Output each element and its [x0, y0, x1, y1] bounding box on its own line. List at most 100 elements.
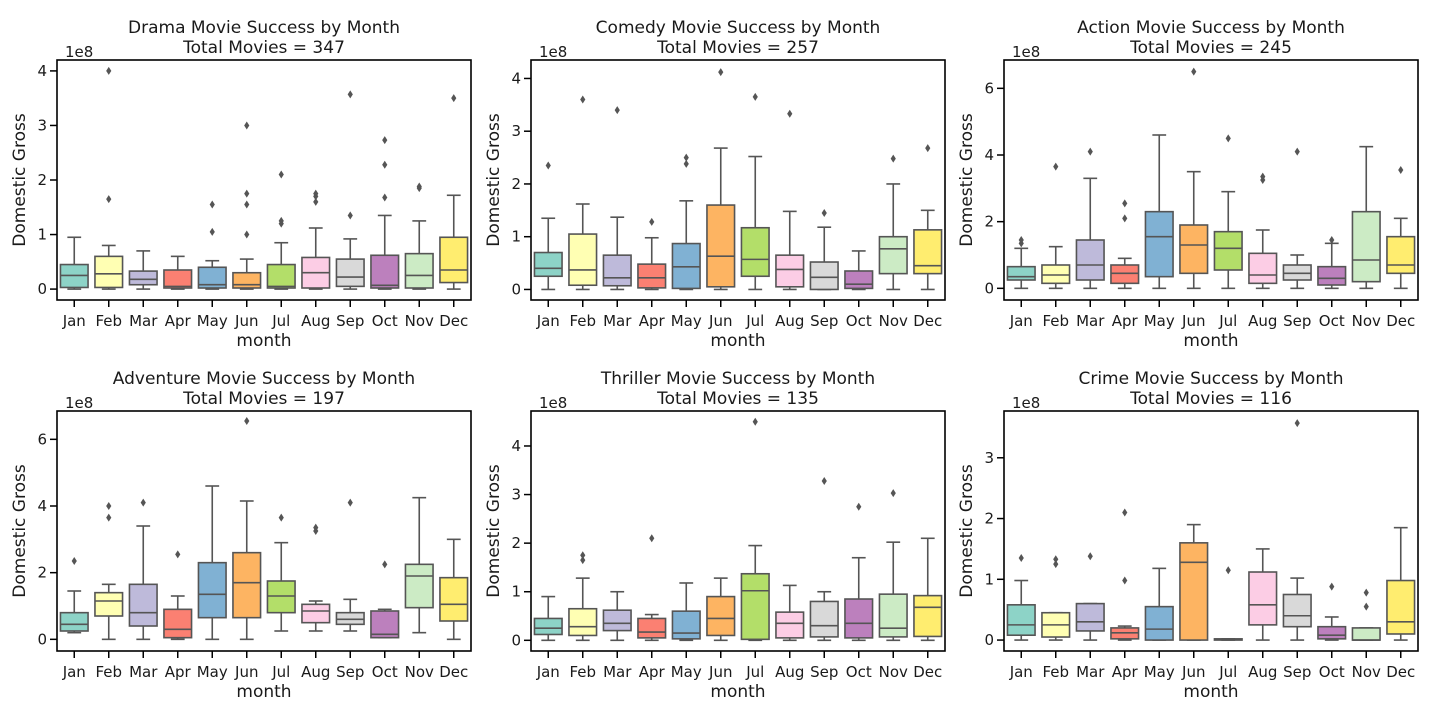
outlier-point	[347, 211, 353, 220]
box-body	[637, 617, 667, 639]
box-body	[1317, 625, 1347, 640]
y-axis-label: Domestic Gross	[484, 464, 504, 598]
box-feb	[568, 95, 598, 291]
x-tick-label: Sep	[810, 663, 838, 681]
box-body	[809, 600, 839, 638]
chart-title: Crime Movie Success by Month	[1078, 369, 1343, 389]
outlier-point	[382, 193, 388, 202]
x-tick-label: Apr	[1112, 312, 1139, 330]
box-apr	[163, 255, 193, 290]
y-offset-label: 1e8	[65, 43, 93, 61]
box-body	[59, 611, 89, 632]
x-tick-label: Mar	[1076, 663, 1105, 681]
box-body	[1386, 235, 1416, 275]
y-tick-label: 2	[984, 510, 994, 528]
x-axis-label: month	[710, 331, 765, 351]
outlier-point	[209, 227, 215, 236]
box-body	[602, 609, 632, 632]
outlier-point	[1053, 162, 1059, 171]
box-jan	[1006, 236, 1036, 290]
box-body	[637, 263, 667, 289]
box-body	[128, 583, 158, 627]
y-axis-label: Domestic Gross	[10, 464, 30, 598]
x-tick-label: May	[671, 663, 702, 681]
box-dec	[913, 144, 943, 291]
box-nov	[404, 182, 434, 290]
x-tick-label: Feb	[95, 663, 122, 681]
outlier-point	[244, 230, 250, 239]
box-body	[775, 611, 805, 639]
outlier-point	[1018, 236, 1024, 244]
box-jan	[59, 557, 89, 634]
x-tick-label: Oct	[1319, 312, 1345, 330]
outlier-point	[1329, 236, 1335, 244]
outlier-point	[1053, 560, 1059, 569]
y-offset-label: 1e8	[65, 394, 93, 412]
x-tick-label: Sep	[336, 663, 364, 681]
x-tick-label: Jan	[1009, 312, 1033, 330]
y-tick-label: 4	[511, 437, 521, 455]
x-tick-label: Nov	[405, 663, 434, 681]
outlier-point	[313, 197, 319, 206]
box-aug	[775, 109, 805, 291]
box-jan	[1006, 554, 1036, 641]
y-tick-label: 0	[511, 631, 521, 649]
box-dec	[1386, 526, 1416, 641]
box-body	[439, 576, 469, 622]
plot-frame	[530, 410, 946, 652]
outlier-point	[649, 217, 655, 226]
box-body	[1144, 605, 1174, 641]
outlier-point	[1363, 602, 1369, 611]
y-tick-label: 4	[37, 62, 47, 80]
box-mar	[602, 590, 632, 642]
box-sep	[335, 498, 365, 632]
box-oct	[1317, 582, 1347, 641]
box-oct	[370, 560, 400, 639]
box-body	[878, 235, 908, 275]
box-body	[533, 617, 563, 636]
box-body	[266, 263, 296, 289]
plot-frame	[1003, 59, 1419, 301]
outlier-point	[614, 106, 620, 115]
box-jun	[706, 68, 736, 291]
y-tick-label: 2	[37, 171, 47, 189]
box-feb	[1041, 162, 1071, 290]
box-mar	[1075, 147, 1105, 290]
outlier-point	[787, 109, 793, 118]
outlier-point	[752, 92, 758, 101]
outlier-point	[752, 417, 758, 426]
x-tick-label: Jun	[1181, 663, 1205, 681]
box-nov	[1351, 588, 1381, 641]
outlier-point	[1087, 552, 1093, 561]
y-tick-label: 1	[511, 583, 521, 601]
box-body	[1282, 593, 1312, 628]
x-tick-label: Oct	[1319, 663, 1345, 681]
box-body	[404, 252, 434, 289]
x-tick-label: Mar	[129, 663, 158, 681]
outlier-point	[278, 513, 284, 522]
chart-subtitle: Total Movies = 135	[656, 389, 819, 409]
x-axis-label: month	[236, 682, 291, 702]
x-tick-label: Sep	[810, 312, 838, 330]
y-tick-label: 0	[984, 631, 994, 649]
x-tick-label: Mar	[129, 312, 158, 330]
x-tick-label: Mar	[603, 312, 632, 330]
box-body	[602, 254, 632, 287]
x-tick-label: Dec	[439, 312, 468, 330]
box-jul	[1213, 134, 1243, 290]
outlier-point	[71, 557, 77, 565]
box-body	[1248, 252, 1278, 285]
box-body	[1075, 602, 1105, 632]
box-jul	[740, 92, 770, 291]
box-may	[1144, 567, 1174, 641]
outlier-point	[106, 195, 112, 204]
outlier-point	[244, 189, 250, 198]
x-tick-label: Jul	[271, 312, 290, 330]
outlier-point	[1294, 419, 1300, 428]
outlier-point	[925, 144, 931, 153]
y-offset-label: 1e8	[1012, 394, 1040, 412]
box-oct	[1317, 236, 1347, 290]
outlier-point	[1191, 67, 1197, 76]
